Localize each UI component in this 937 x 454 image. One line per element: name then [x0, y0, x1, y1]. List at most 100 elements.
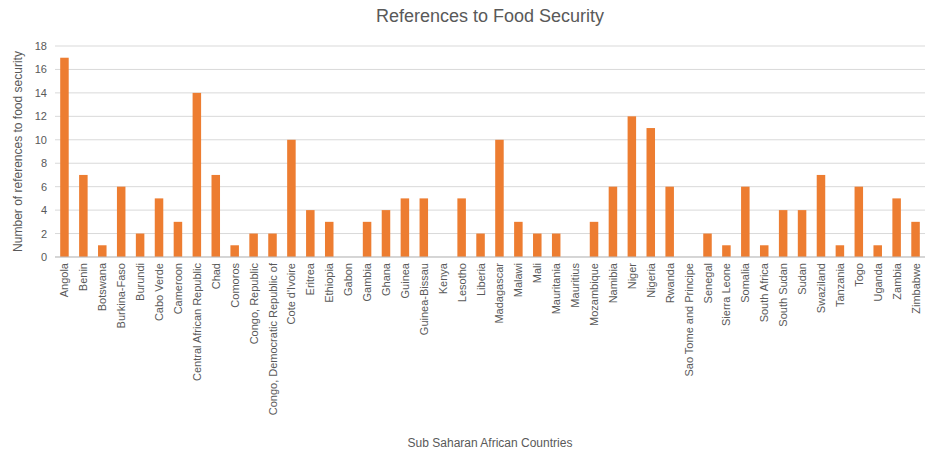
x-tick-label: Togo — [853, 263, 865, 287]
bar — [268, 234, 277, 257]
x-tick-label: South Africa — [758, 262, 770, 322]
bar — [420, 198, 429, 257]
bar — [363, 222, 372, 257]
y-tick-label: 12 — [35, 110, 47, 122]
bar — [855, 187, 864, 257]
grid-line — [55, 116, 925, 117]
x-tick-label: Sierra Leone — [720, 263, 732, 326]
grid-line — [55, 233, 925, 234]
bar — [514, 222, 523, 257]
x-tick-label: Mauritania — [550, 262, 562, 314]
x-tick-label: Mali — [531, 263, 543, 283]
x-tick-label: Congo, Democratic Republic of — [267, 262, 279, 415]
grid-line — [55, 257, 925, 258]
x-tick-label: Eritrea — [304, 262, 316, 295]
x-tick-label: Swaziland — [815, 263, 827, 313]
bar — [533, 234, 542, 257]
bar — [401, 198, 410, 257]
x-tick-label: Ethiopia — [323, 262, 335, 303]
bar — [476, 234, 485, 257]
grid-line — [55, 210, 925, 211]
y-tick-label: 14 — [35, 87, 47, 99]
x-tick-label: Nigeria — [645, 262, 657, 298]
x-tick-label: Zambia — [891, 262, 903, 300]
x-tick-label: Tanzania — [834, 262, 846, 307]
x-tick-label: Liberia — [475, 262, 487, 296]
bar — [647, 128, 656, 257]
x-tick-label: Sudan — [796, 263, 808, 295]
bar — [590, 222, 599, 257]
bar — [306, 210, 315, 257]
bar — [552, 234, 561, 257]
x-tick-label: Cameroon — [172, 263, 184, 314]
bar — [722, 245, 731, 257]
bar — [892, 198, 901, 257]
x-tick-label: Mauritius — [569, 263, 581, 308]
x-tick-label: Central African Republic — [191, 263, 203, 382]
bar — [836, 245, 845, 257]
bar — [760, 245, 769, 257]
x-tick-label: Cote d'Ivoire — [285, 263, 297, 324]
title: References to Food Security — [376, 6, 604, 26]
x-tick-label: South Sudan — [777, 263, 789, 327]
bar — [665, 187, 674, 257]
x-tick-label: Comoros — [229, 263, 241, 308]
x-tick-label: Burundi — [134, 263, 146, 301]
x-tick-label: Mozambique — [588, 263, 600, 326]
grid-line — [55, 139, 925, 140]
bar — [60, 58, 69, 257]
bar — [873, 245, 882, 257]
x-tick-label: Namibia — [607, 262, 619, 303]
x-tick-label: Chad — [210, 263, 222, 289]
bar — [79, 175, 88, 257]
bar — [212, 175, 221, 257]
bar — [287, 140, 296, 257]
x-tick-label: Congo, Republic — [248, 263, 260, 345]
x-tick-label: Guinea-Bissau — [418, 263, 430, 335]
bar — [249, 234, 258, 257]
bar — [117, 187, 126, 257]
bar — [703, 234, 712, 257]
bar — [817, 175, 826, 257]
grid-line — [55, 186, 925, 187]
x-tick-label: Ghana — [380, 262, 392, 296]
bar — [155, 198, 164, 257]
x-tick-label: Benin — [77, 263, 89, 291]
bar — [193, 93, 202, 257]
y-tick-label: 16 — [35, 63, 47, 75]
bar — [495, 140, 504, 257]
x-tick-label: Gabon — [342, 263, 354, 296]
bar — [628, 116, 637, 257]
x-tick-label: Angola — [58, 262, 70, 297]
x-tick-label: Madagascar — [493, 263, 505, 324]
bar — [136, 234, 145, 257]
bar — [911, 222, 920, 257]
y-tick-label: 10 — [35, 134, 47, 146]
bar — [382, 210, 391, 257]
x-tick-label: Gambia — [361, 262, 373, 301]
grid-line — [55, 69, 925, 70]
bar — [741, 187, 750, 257]
x-tick-label: Cabo Verde — [153, 263, 165, 321]
x-tick-label: Lesotho — [456, 263, 468, 302]
chart: References to Food Security0246810121416… — [0, 0, 937, 454]
x-tick-label: Burkina-Faso — [115, 263, 127, 328]
x-tick-label: Uganda — [872, 262, 884, 301]
x-axis — [55, 257, 925, 258]
bar — [325, 222, 334, 257]
x-tick-label: Sao Tome and Principe — [683, 263, 695, 377]
x-tick-label: Botswana — [96, 262, 108, 311]
y-tick-label: 4 — [41, 204, 47, 216]
grid-line — [55, 92, 925, 93]
bars — [60, 58, 920, 257]
x-tick-label: Rwanda — [664, 262, 676, 303]
y-tick-label: 6 — [41, 181, 47, 193]
y-tick-label: 2 — [41, 228, 47, 240]
x-tick-label: Kenya — [437, 262, 449, 294]
x-tick-label: Somalia — [739, 262, 751, 303]
bar — [457, 198, 466, 257]
x-tick-label: Zimbabwe — [910, 263, 922, 314]
y-axis-title: Number of references to food security — [11, 51, 25, 252]
x-axis-title: Sub Saharan African Countries — [408, 436, 573, 450]
y-tick-label: 8 — [41, 157, 47, 169]
